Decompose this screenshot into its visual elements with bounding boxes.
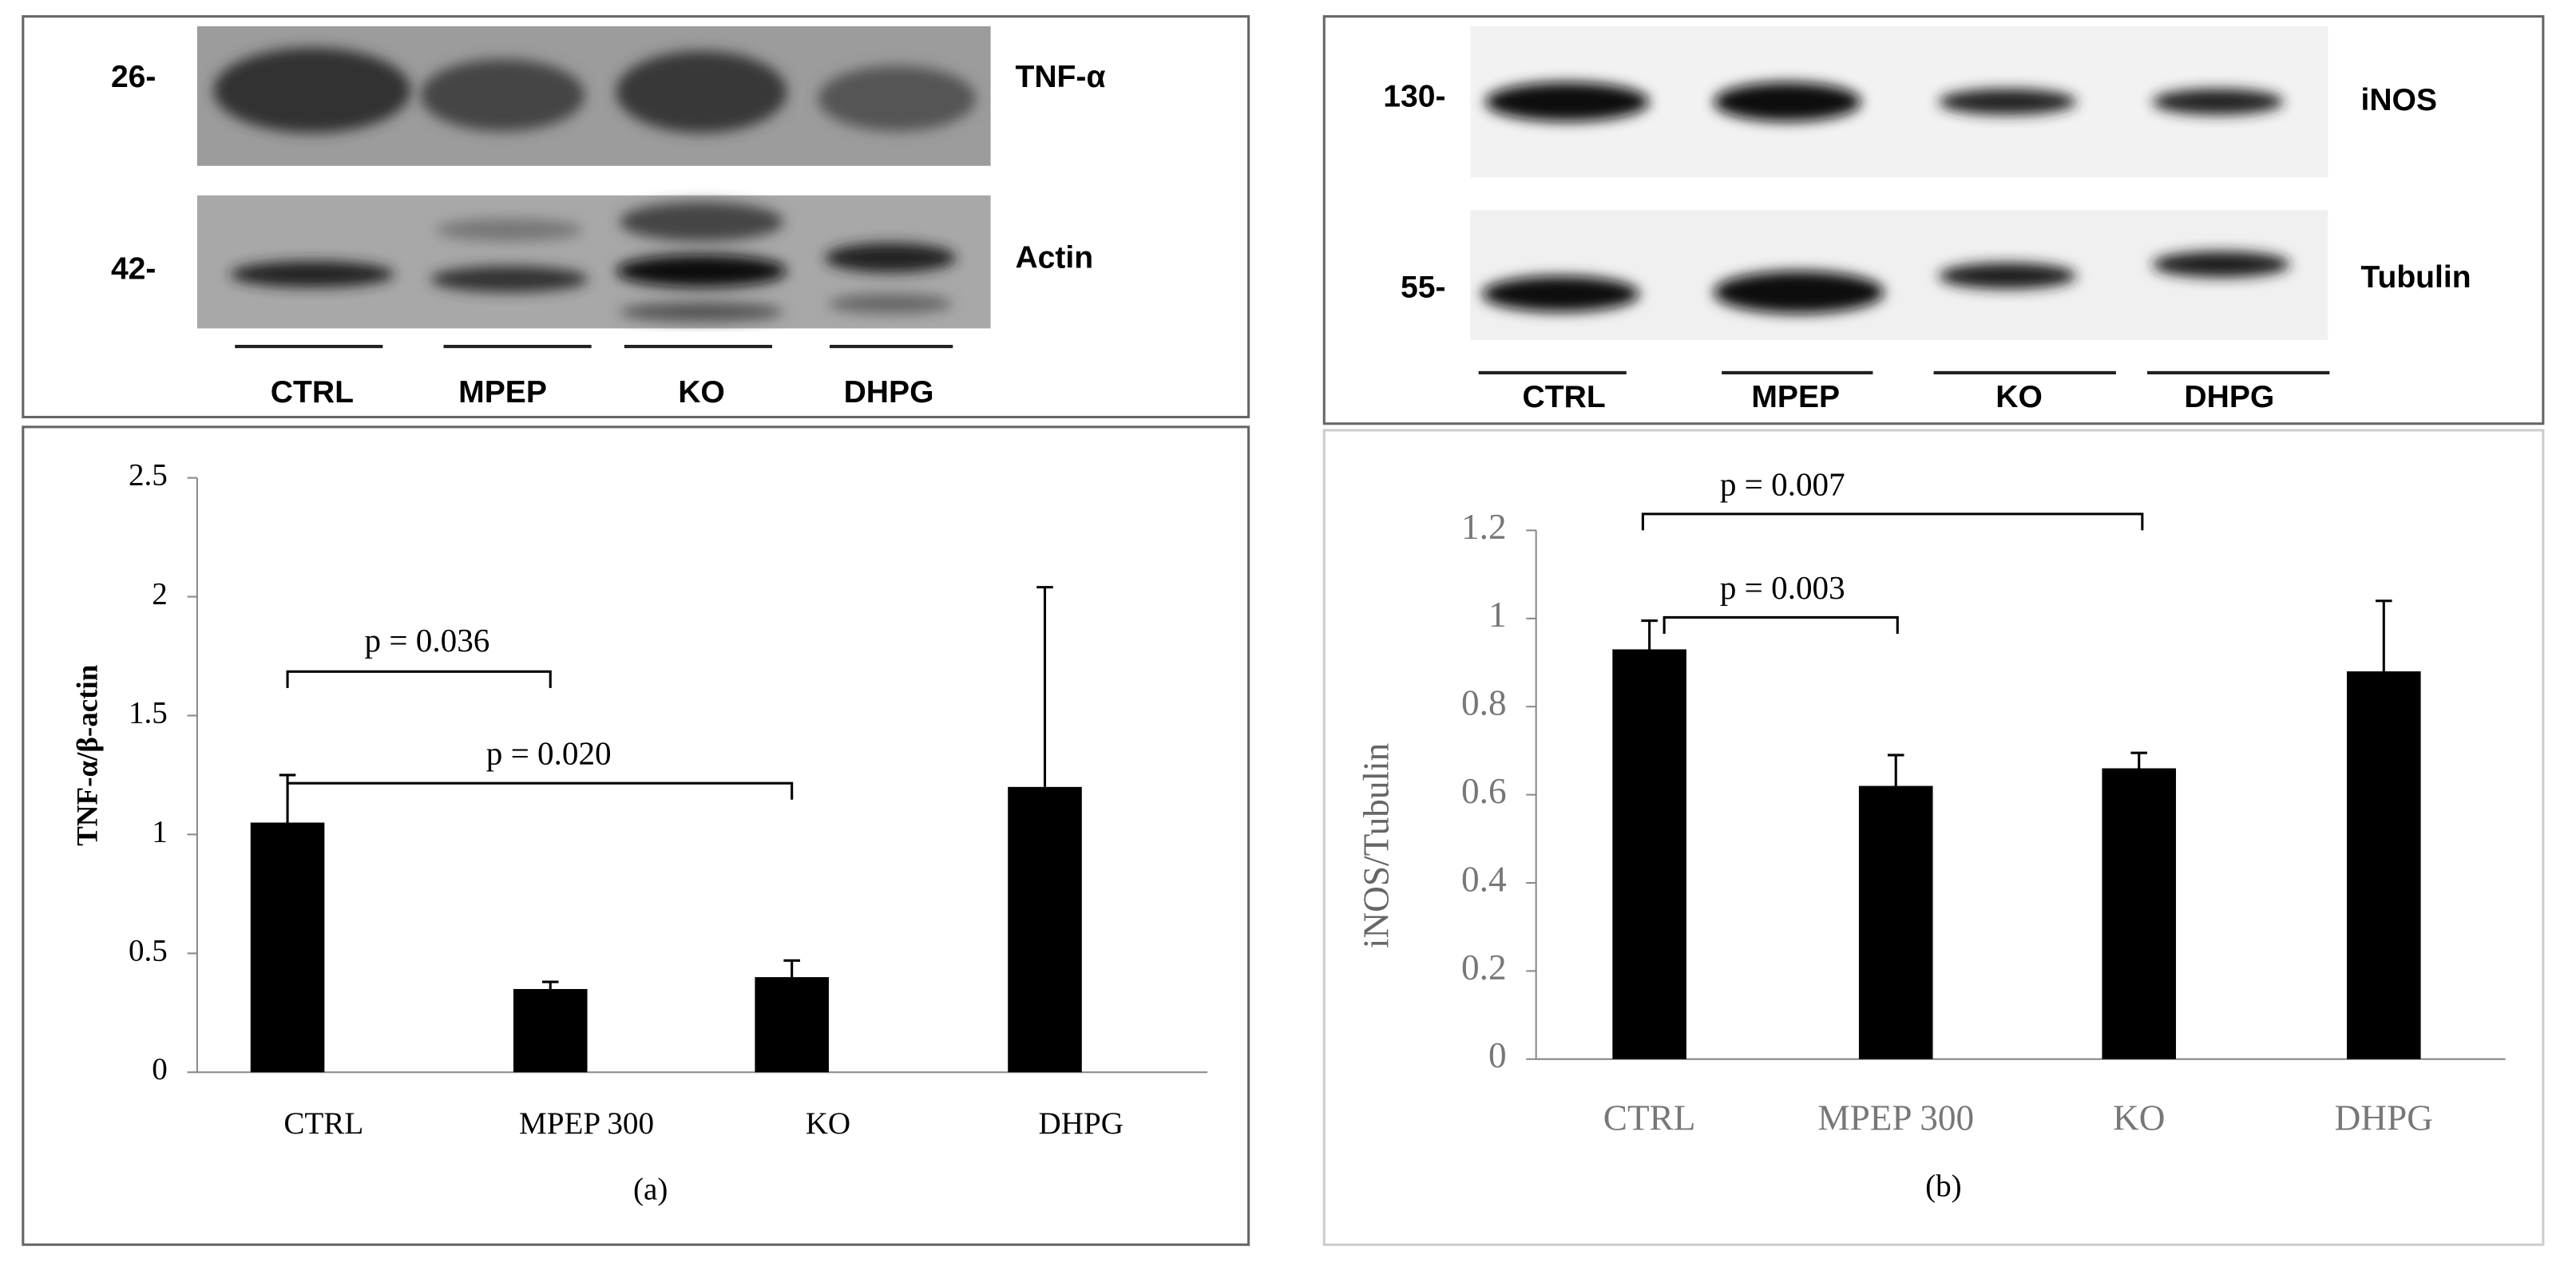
lane-label: MPEP <box>458 375 547 409</box>
marker-label: 130- <box>1383 80 1445 114</box>
bar <box>513 989 588 1073</box>
lane-label: DHPG <box>2184 380 2274 414</box>
x-tick-label: CTRL <box>283 1106 363 1141</box>
marker-label: 42- <box>111 252 156 287</box>
panel-label: (b) <box>1925 1169 1962 1203</box>
lane-label: CTRL <box>271 375 354 409</box>
lane-label: CTRL <box>1523 380 1606 414</box>
panel-label: (a) <box>633 1172 668 1206</box>
y-tick-label: 1 <box>1488 595 1507 635</box>
x-tick-label: MPEP 300 <box>519 1106 654 1141</box>
chart-frame <box>1322 429 2545 1246</box>
bar <box>250 822 325 1073</box>
y-tick-label: 1 <box>152 814 168 849</box>
x-tick-label: KO <box>806 1106 850 1141</box>
x-tick-label: MPEP 300 <box>1817 1098 1974 1137</box>
y-tick-label: 0.4 <box>1461 859 1507 899</box>
bar <box>2346 671 2421 1059</box>
significance-bracket <box>1641 512 2144 531</box>
protein-label: TNF-α <box>1015 60 1105 94</box>
blot-image <box>1470 26 2330 375</box>
lane-label: DHPG <box>844 375 934 409</box>
y-tick-label: 1.2 <box>1461 507 1507 547</box>
annotation: p = 0.020 <box>486 735 612 772</box>
annotation: p = 0.003 <box>1720 569 1845 606</box>
x-tick-label: CTRL <box>1603 1098 1696 1137</box>
y-tick-label: 2.5 <box>129 458 168 493</box>
y-axis-label: TNF-α/β-actin <box>72 664 105 846</box>
bar <box>1008 786 1082 1073</box>
significance-bracket <box>1663 615 1899 635</box>
significance-bracket <box>286 670 552 688</box>
lane-label: KO <box>1995 380 2043 414</box>
protein-label: iNOS <box>2360 83 2437 117</box>
blot-image <box>196 26 991 349</box>
x-tick-label: KO <box>2113 1098 2165 1137</box>
protein-label: Actin <box>1015 240 1093 275</box>
bar <box>2102 768 2177 1059</box>
bar <box>1612 649 1686 1059</box>
lane-label: MPEP <box>1751 380 1840 414</box>
x-tick-label: DHPG <box>2335 1098 2433 1137</box>
y-tick-label: 0.5 <box>129 933 168 967</box>
marker-label: 55- <box>1401 270 1445 304</box>
y-tick-label: 0 <box>1488 1035 1507 1075</box>
x-tick-label: DHPG <box>1039 1106 1124 1141</box>
bar <box>1858 785 1933 1059</box>
y-axis-label: iNOS/Tubulin <box>1357 743 1397 948</box>
y-tick-label: 0.8 <box>1461 683 1507 723</box>
significance-bracket <box>286 781 794 800</box>
y-tick-label: 2 <box>152 577 168 611</box>
bar <box>755 977 829 1073</box>
marker-label: 26- <box>111 60 156 94</box>
annotation: p = 0.007 <box>1720 465 1845 502</box>
y-tick-label: 0 <box>152 1052 168 1086</box>
lane-label: KO <box>678 375 725 409</box>
y-tick-label: 0.2 <box>1461 948 1507 987</box>
y-tick-label: 1.5 <box>129 695 168 730</box>
protein-label: Tubulin <box>2360 260 2471 295</box>
y-tick-label: 0.6 <box>1461 771 1507 811</box>
annotation: p = 0.036 <box>364 622 489 659</box>
